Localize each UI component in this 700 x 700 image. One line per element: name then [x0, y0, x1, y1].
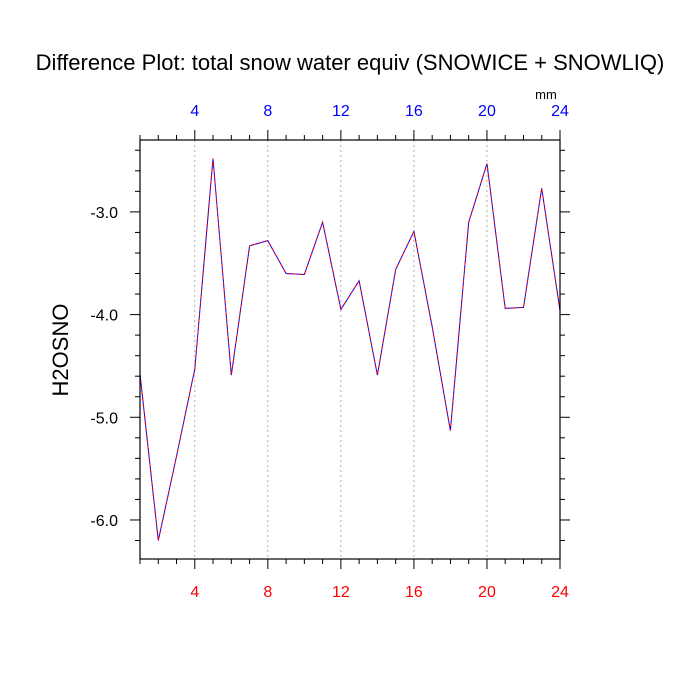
plot-frame — [139, 139, 561, 560]
x-tick-label-top: 24 — [551, 103, 569, 120]
x-tick-label-top: 8 — [263, 103, 272, 120]
y-tick-label: -6.0 — [90, 513, 118, 530]
series-line-dash — [139, 158, 561, 541]
axis-ticks — [130, 130, 570, 569]
y-tick-label: -5.0 — [90, 410, 118, 427]
top-axis-unit: mm — [535, 87, 557, 102]
x-tick-label-bottom: 16 — [405, 584, 423, 601]
series-line — [139, 158, 561, 541]
x-tick-label-bottom: 12 — [332, 584, 350, 601]
y-tick-label: -4.0 — [90, 308, 118, 325]
y-tick-label: -3.0 — [90, 205, 118, 222]
x-tick-label-bottom: 20 — [478, 584, 496, 601]
grid-lines — [194, 140, 488, 559]
tick-labels: 4 4 8 8 12 12 16 16 20 20 24 24 -3.0 -4.0 -5.0 -6.0 — [90, 103, 569, 601]
x-tick-label-top: 16 — [405, 103, 423, 120]
series-layer — [139, 158, 561, 541]
x-tick-label-bottom: 4 — [190, 584, 199, 601]
x-tick-label-bottom: 8 — [263, 584, 272, 601]
x-tick-label-top: 20 — [478, 103, 496, 120]
x-tick-label-bottom: 24 — [551, 584, 569, 601]
x-tick-label-top: 12 — [332, 103, 350, 120]
chart-title: Difference Plot: total snow water equiv … — [36, 50, 665, 75]
x-tick-label-top: 4 — [190, 103, 199, 120]
y-axis-label: H2OSNO — [48, 304, 73, 397]
